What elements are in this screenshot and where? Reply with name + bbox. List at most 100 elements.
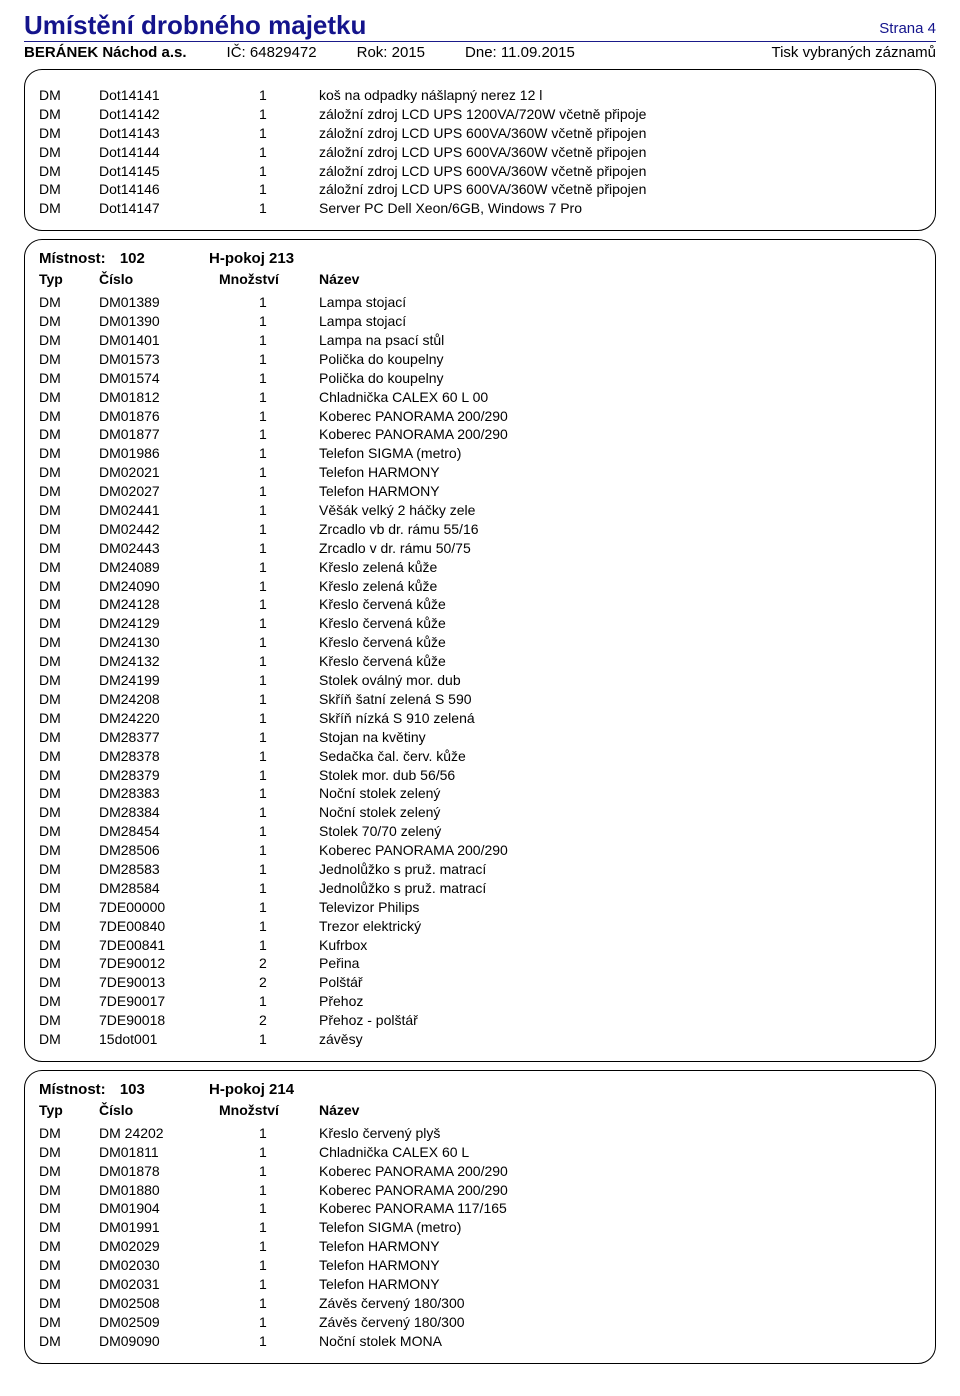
cell-mnozstvi: 2: [219, 973, 319, 992]
cell-mnozstvi: 1: [219, 124, 319, 143]
table-row: DMDM242201Skříň nízká S 910 zelená: [39, 709, 921, 728]
cell-nazev: Křeslo červená kůže: [319, 633, 921, 652]
table-row: DMDM019041Koberec PANORAMA 117/165: [39, 1199, 921, 1218]
table-row: DMDM241321Křeslo červená kůže: [39, 652, 921, 671]
section-header: Místnost: 102 H-pokoj 213 Typ Číslo Množ…: [39, 250, 921, 287]
cell-typ: DM: [39, 1011, 99, 1030]
cell-nazev: Zrcadlo vb dr. rámu 55/16: [319, 520, 921, 539]
cell-mnozstvi: 1: [219, 728, 319, 747]
cell-cislo: 7DE00000: [99, 898, 219, 917]
cell-typ: DM: [39, 558, 99, 577]
cell-cislo: DM24208: [99, 690, 219, 709]
title-row: Umístění drobného majetku Strana 4: [24, 10, 936, 42]
cell-mnozstvi: 2: [219, 1011, 319, 1030]
cell-typ: DM: [39, 143, 99, 162]
table-row: DMDM283781Sedačka čal. červ. kůže: [39, 747, 921, 766]
cell-typ: DM: [39, 425, 99, 444]
cell-nazev: Křeslo zelená kůže: [319, 558, 921, 577]
cell-nazev: Přehoz - polštář: [319, 1011, 921, 1030]
cell-cislo: DM24199: [99, 671, 219, 690]
cell-cislo: DM24128: [99, 595, 219, 614]
cell-cislo: Dot14143: [99, 124, 219, 143]
cell-nazev: Koberec PANORAMA 200/290: [319, 1181, 921, 1200]
cell-nazev: Lampa na psací stůl: [319, 331, 921, 350]
cell-typ: DM: [39, 1162, 99, 1181]
cell-mnozstvi: 1: [219, 1143, 319, 1162]
cell-nazev: Křeslo červený plyš: [319, 1124, 921, 1143]
cell-mnozstvi: 1: [219, 595, 319, 614]
cell-mnozstvi: 1: [219, 331, 319, 350]
cell-nazev: koš na odpadky nášlapný nerez 12 l: [319, 86, 921, 105]
cell-typ: DM: [39, 766, 99, 785]
cell-typ: DM: [39, 369, 99, 388]
table-row: DMDM240901Křeslo zelená kůže: [39, 577, 921, 596]
cell-mnozstvi: 1: [219, 143, 319, 162]
col-head-mnozstvi: Množství: [219, 1102, 319, 1118]
cell-typ: DM: [39, 331, 99, 350]
table-row: DMDM024431Zrcadlo v dr. rámu 50/75: [39, 539, 921, 558]
cell-mnozstvi: 1: [219, 614, 319, 633]
table-row: DMDM014011Lampa na psací stůl: [39, 331, 921, 350]
cell-mnozstvi: 1: [219, 860, 319, 879]
report-date: Dne: 11.09.2015: [465, 44, 575, 61]
cell-cislo: DM01389: [99, 293, 219, 312]
cell-nazev: Server PC Dell Xeon/6GB, Windows 7 Pro: [319, 199, 921, 218]
cell-nazev: Zrcadlo v dr. rámu 50/75: [319, 539, 921, 558]
table-row: DMDM020301Telefon HARMONY: [39, 1256, 921, 1275]
cell-mnozstvi: 1: [219, 1162, 319, 1181]
cell-cislo: DM02030: [99, 1256, 219, 1275]
cell-cislo: 7DE90012: [99, 954, 219, 973]
table-row: DMDot141461záložní zdroj LCD UPS 600VA/3…: [39, 180, 921, 199]
cell-cislo: DM02027: [99, 482, 219, 501]
room-number: 103: [120, 1081, 145, 1098]
cell-cislo: 7DE90018: [99, 1011, 219, 1030]
table-row: DMDM241301Křeslo červená kůže: [39, 633, 921, 652]
cell-typ: DM: [39, 822, 99, 841]
cell-typ: DM: [39, 841, 99, 860]
cell-mnozstvi: 1: [219, 992, 319, 1011]
cell-cislo: 7DE90017: [99, 992, 219, 1011]
cell-mnozstvi: 1: [219, 312, 319, 331]
table-row: DM7DE900171Přehoz: [39, 992, 921, 1011]
room-label: Místnost:: [39, 250, 106, 267]
cell-mnozstvi: 1: [219, 425, 319, 444]
table-row: DMDM 242021Křeslo červený plyš: [39, 1124, 921, 1143]
cell-typ: DM: [39, 784, 99, 803]
cell-mnozstvi: 1: [219, 463, 319, 482]
report-year: Rok: 2015: [357, 44, 425, 61]
cell-cislo: DM01574: [99, 369, 219, 388]
table-row: DMDM020271Telefon HARMONY: [39, 482, 921, 501]
cell-nazev: Telefon HARMONY: [319, 482, 921, 501]
cell-cislo: DM02508: [99, 1294, 219, 1313]
cell-typ: DM: [39, 105, 99, 124]
cell-typ: DM: [39, 407, 99, 426]
cell-typ: DM: [39, 1030, 99, 1049]
cell-typ: DM: [39, 917, 99, 936]
cell-typ: DM: [39, 482, 99, 501]
cell-cislo: DM02443: [99, 539, 219, 558]
cell-cislo: DM01878: [99, 1162, 219, 1181]
cell-mnozstvi: 1: [219, 1181, 319, 1200]
cell-typ: DM: [39, 501, 99, 520]
cell-nazev: Sedačka čal. červ. kůže: [319, 747, 921, 766]
cell-nazev: Věšák velký 2 háčky zele: [319, 501, 921, 520]
section-header: Místnost: 103 H-pokoj 214 Typ Číslo Množ…: [39, 1081, 921, 1118]
cell-nazev: Trezor elektrický: [319, 917, 921, 936]
cell-nazev: Telefon HARMONY: [319, 1256, 921, 1275]
cell-cislo: DM28583: [99, 860, 219, 879]
cell-nazev: Telefon SIGMA (metro): [319, 1218, 921, 1237]
table-row: DMDM013901Lampa stojací: [39, 312, 921, 331]
table-row: DM15dot0011závěsy: [39, 1030, 921, 1049]
cell-typ: DM: [39, 180, 99, 199]
cell-cislo: Dot14142: [99, 105, 219, 124]
table-rows: DMDM013891Lampa stojacíDMDM013901Lampa s…: [39, 293, 921, 1049]
cell-typ: DM: [39, 747, 99, 766]
cell-typ: DM: [39, 992, 99, 1011]
cell-typ: DM: [39, 879, 99, 898]
col-head-nazev: Název: [319, 271, 921, 287]
cell-cislo: DM28379: [99, 766, 219, 785]
cell-cislo: DM28378: [99, 747, 219, 766]
cell-mnozstvi: 1: [219, 86, 319, 105]
col-head-mnozstvi: Množství: [219, 271, 319, 287]
table-row: DMDM020291Telefon HARMONY: [39, 1237, 921, 1256]
